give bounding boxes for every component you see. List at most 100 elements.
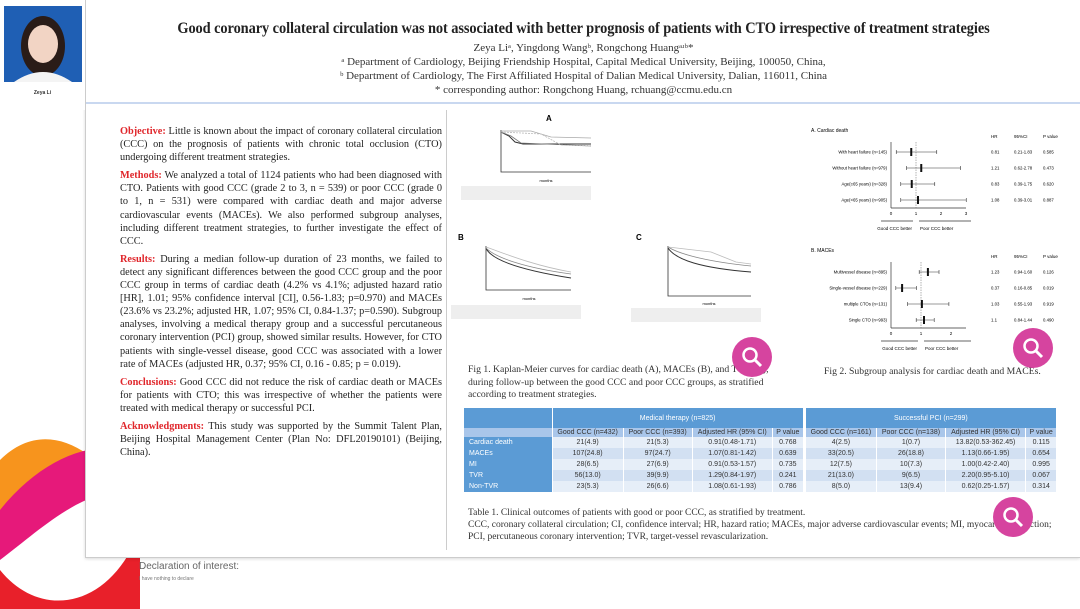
forest-row-label: Single CTO (n=993) [849, 318, 888, 323]
table-row-label: MACEs [464, 448, 553, 459]
figure-2-caption: Fig 2. Subgroup analysis for cardiac dea… [824, 366, 1041, 377]
table-column-header: Good CCC (n=432) [552, 428, 624, 437]
table-cell: 1.07(0.81-1.42) [692, 448, 773, 459]
forest-point-estimate [917, 196, 919, 204]
zoom-figure-2-button[interactable] [1013, 328, 1053, 368]
results-text: During a median follow-up duration of 23… [120, 253, 442, 370]
forest-hr-value: 1.03 [991, 302, 1000, 307]
table-cell: 0.768 [772, 437, 805, 448]
table-cell: 0.314 [1025, 481, 1057, 492]
table-cell: 13.82(0.53-362.45) [945, 437, 1027, 448]
poster-header: Good coronary collateral circulation was… [86, 0, 1080, 104]
forest-hr-value: 1.23 [991, 270, 1000, 275]
results-label: Results: [120, 253, 156, 265]
forest-ci-header: 95%CI [1014, 134, 1028, 139]
table-cell: 97(24.7) [623, 448, 693, 459]
forest-left-label: Good CCC better [877, 226, 912, 231]
forest-p-value: 0.887 [1043, 198, 1054, 203]
table-column-header: P value [1025, 428, 1057, 437]
forest-point-estimate [920, 164, 923, 172]
forest-ci-value: 0.55-1.93 [1014, 302, 1033, 307]
authors: Zeya Liᵃ, Yingdong Wangᵇ, Rongchong Huan… [473, 42, 694, 54]
table-cell: 4(2.5) [802, 437, 878, 448]
forest-hr-header: HR [991, 134, 998, 139]
forest-p-value: 0.473 [1043, 166, 1054, 171]
forest-tick-label: 1 [920, 331, 923, 336]
forest-row-label: Age(≥65 years) (n=328) [842, 182, 888, 187]
table-cell: 0.241 [772, 470, 805, 481]
table-row: Non-TVR 23(5.3) 26(6.6) 1.08(0.61-1.93) 0.78… [464, 481, 1057, 492]
km-b-xlabel: months [522, 296, 535, 301]
figure-1-caption: Fig 1. Kaplan-Meier curves for cardiac d… [468, 364, 769, 400]
acknowledgments-label: Acknowledgments: [120, 420, 205, 432]
table-cell: 21(4.9) [552, 437, 624, 448]
table-cell: 1(0.7) [876, 437, 946, 448]
forest-hr-value: 0.37 [991, 286, 1000, 291]
magnifier-icon [1023, 338, 1044, 359]
table-cell: 0.115 [1025, 437, 1057, 448]
forest-row-label: multiple CTOs (n=131) [844, 302, 888, 307]
zoom-table-1-button[interactable] [993, 497, 1033, 537]
forest-hr-value: 1.08 [991, 198, 1000, 203]
forest-p-header: P value [1043, 134, 1058, 139]
forest-p-header: P value [1043, 254, 1058, 259]
km-a-risk-table [461, 186, 591, 200]
panel-a-label: A [546, 114, 552, 123]
forest-ci-value: 0.16-0.85 [1014, 286, 1033, 291]
km-b-curve-2 [485, 247, 572, 275]
table-cell: 0.735 [772, 459, 805, 470]
forest-ci-value: 0.39-1.75 [1014, 182, 1033, 187]
km-c-curve-2 [667, 246, 752, 267]
acknowledgments-text: This study was supported by the Summit T… [120, 420, 442, 459]
forest-tick-label: 2 [950, 331, 953, 336]
table-column-header: Poor CCC (n=393) [623, 428, 693, 437]
table-column-header: Poor CCC (n=138) [876, 428, 946, 437]
km-c-axes [667, 246, 751, 297]
affiliation-a: ᵃ Department of Cardiology, Beijing Frie… [341, 56, 826, 68]
forest-ci-value: 0.62-2.78 [1014, 166, 1033, 171]
poster: Good coronary collateral circulation was… [85, 0, 1080, 558]
forest-p-value: 0.919 [1043, 302, 1054, 307]
forest-tick-label: 0 [890, 331, 893, 336]
table-cell: 107(24.8) [552, 448, 624, 459]
table-cell: 13(9.4) [876, 481, 946, 492]
forest-p-value: 0.585 [1043, 150, 1054, 155]
forest-hr-value: 1.1 [991, 318, 998, 323]
forest-p-value: 0.620 [1043, 182, 1054, 187]
methods-text: We analyzed a total of 1124 patients who… [120, 170, 442, 247]
presenter-name: Zeya Li [33, 90, 52, 96]
km-panel-c: months [631, 246, 761, 322]
conclusions-text: Good CCC did not reduce the risk of card… [120, 376, 442, 414]
forest-tick-label: 0 [890, 211, 893, 216]
forest-hr-value: 1.21 [991, 166, 1000, 171]
table-cell: 26(6.6) [623, 481, 693, 492]
forest-ci-value: 0.21-1.83 [1014, 150, 1033, 155]
table-cell: 9(6.5) [876, 470, 946, 481]
forest-ci-value: 0.84-1.44 [1014, 318, 1033, 323]
forest-p-value: 0.490 [1043, 318, 1054, 323]
forest-point-estimate [923, 316, 925, 324]
forest-point-estimate [920, 300, 923, 308]
km-b-curve-3 [485, 246, 572, 273]
objective-text: Little is known about the impact of coro… [120, 126, 442, 164]
table-cell: 21(13.0) [802, 470, 878, 481]
forest-tick-label: 1 [915, 211, 918, 216]
declaration-title: Declaration of interest: [139, 561, 240, 572]
panel-b-label: B [458, 233, 464, 242]
figure-2-forest-plot: A. Cardiac death HR 95%CI P value 0 1 2 3 With h… [811, 128, 1058, 351]
km-b-risk-table [451, 305, 581, 319]
km-a-curve-4 [500, 131, 592, 147]
table-cell: 0.786 [772, 481, 805, 492]
forest-tick-label: 3 [965, 211, 968, 216]
table-column-header: Adjusted HR (95% CI) [945, 428, 1027, 437]
table-row: Cardiac death 21(4.9) 21(5.3) 0.91(0.48-1.7… [464, 437, 1057, 448]
table-1-abbreviations: CCC, coronary collateral circulation; CI… [468, 520, 1052, 542]
magnifier-icon [1003, 507, 1024, 528]
zoom-figure-1-button[interactable] [732, 337, 772, 377]
forest-row-label: Single-vessel disease (n=229) [829, 286, 887, 291]
forest-panel-title: B. MACEs [811, 248, 835, 254]
km-c-risk-table [631, 308, 761, 322]
column-divider [446, 110, 447, 550]
table-column-header: Good CCC (n=161) [802, 428, 878, 437]
methods-label: Methods: [120, 170, 162, 182]
